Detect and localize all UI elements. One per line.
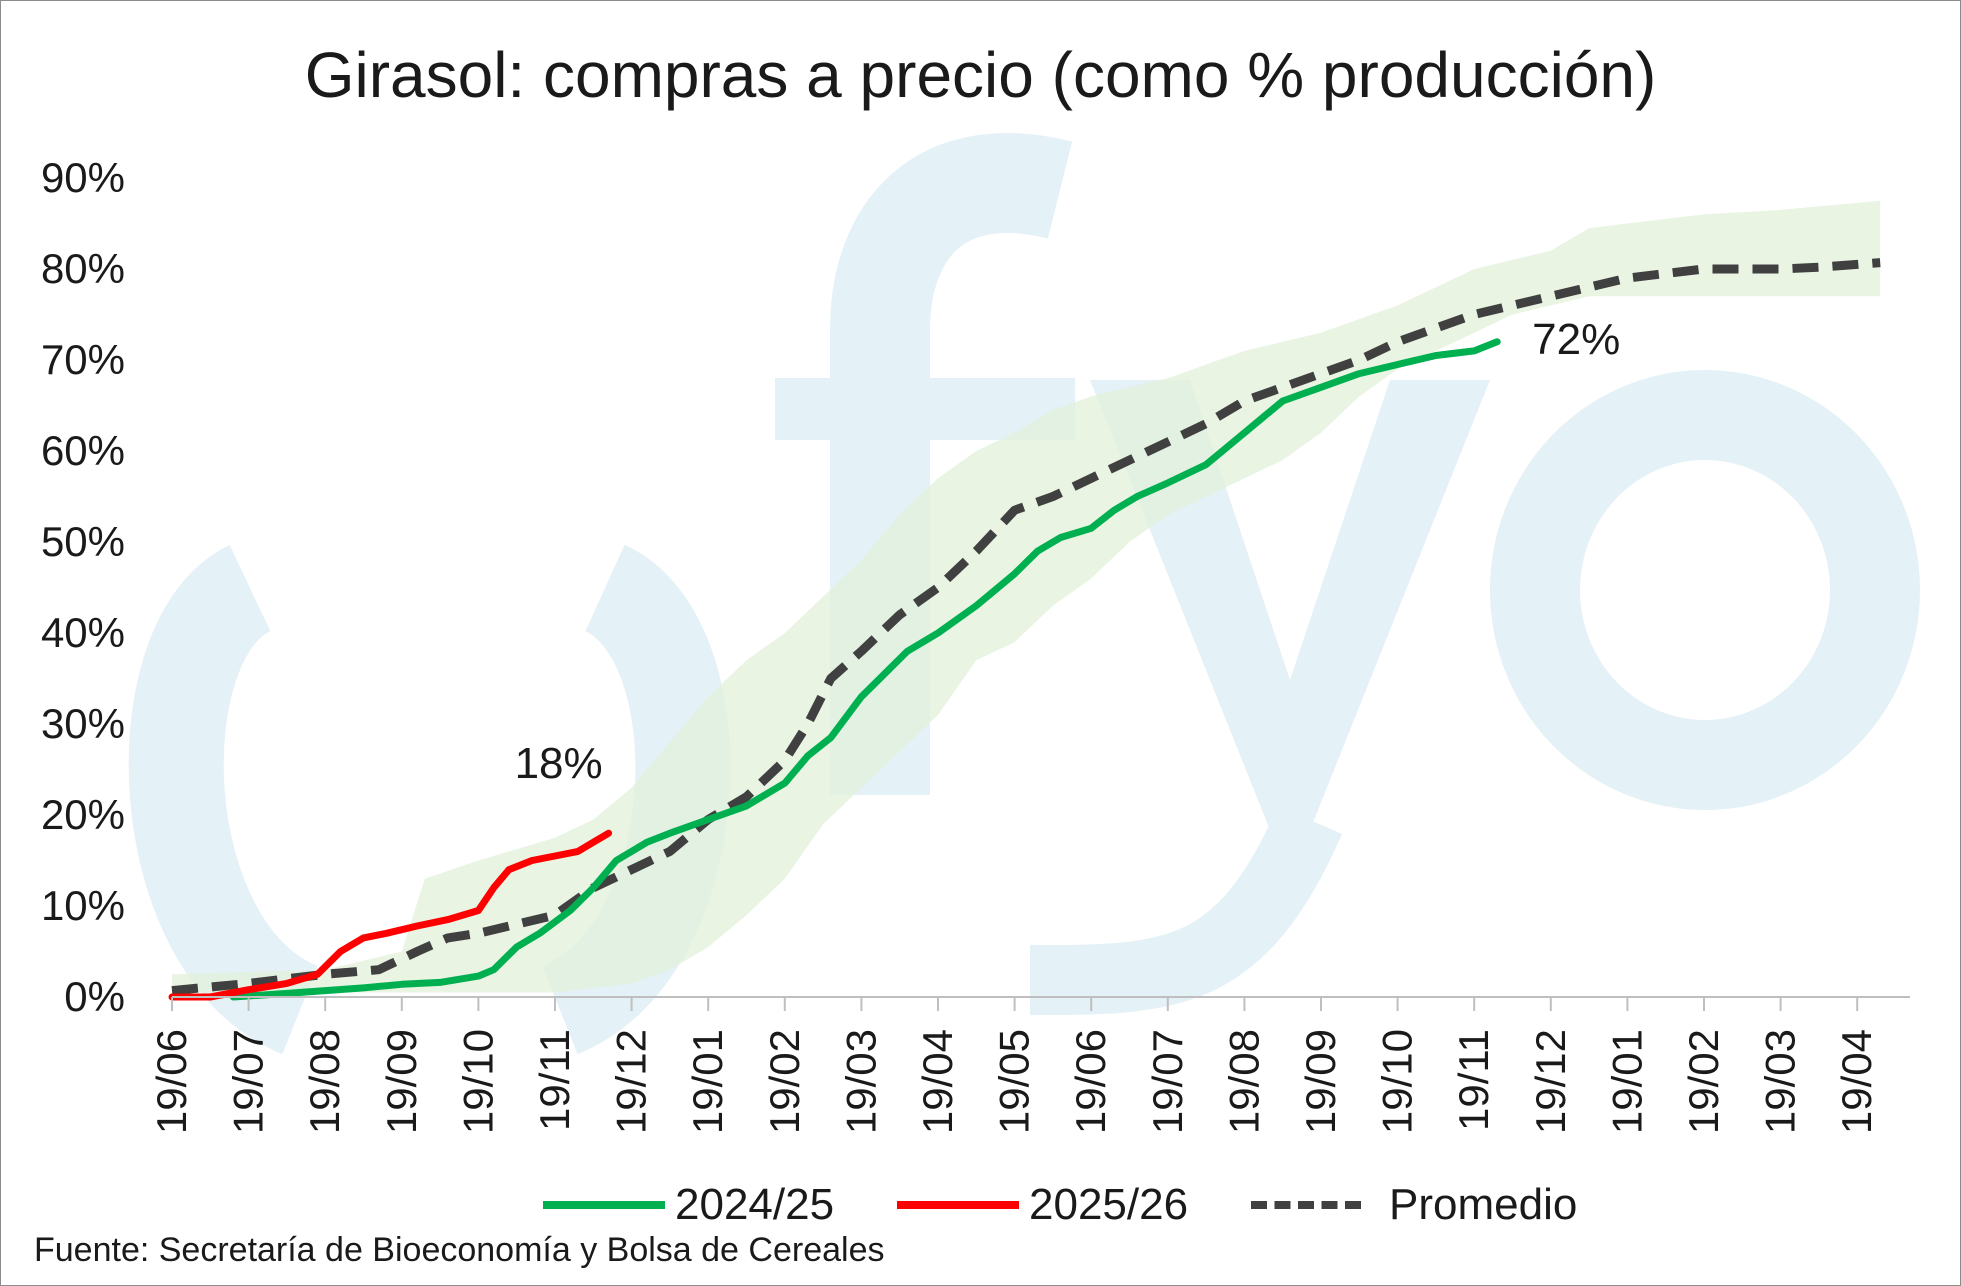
range-band [172, 200, 1881, 993]
x-tick-label: 19/09 [378, 1029, 425, 1134]
y-tick-label: 20% [41, 791, 125, 838]
y-tick-label: 50% [41, 518, 125, 565]
range-band-layer [172, 200, 1881, 993]
y-tick-label: 80% [41, 245, 125, 292]
legend-item-2024-25: 2024/25 [543, 1180, 834, 1230]
x-tick-label: 19/11 [1450, 1029, 1497, 1131]
y-tick-label: 30% [41, 700, 125, 747]
y-tick-label: 0% [64, 973, 125, 1020]
watermark-o [1490, 370, 1920, 810]
data-label-2024-25: 72% [1532, 315, 1620, 364]
y-tick-label: 60% [41, 427, 125, 474]
legend-item-promedio: Promedio [1251, 1180, 1577, 1230]
series-line-2025-26 [168, 829, 613, 1001]
x-tick-label: 19/09 [1297, 1029, 1344, 1134]
legend-swatch-2024-25 [543, 1201, 665, 1209]
x-tick-label: 19/11 [531, 1029, 578, 1131]
series-line-2024-25 [229, 338, 1501, 1001]
legend-label-2024-25: 2024/25 [675, 1180, 835, 1229]
x-tick-label: 19/05 [991, 1029, 1038, 1134]
watermark-f-stem [830, 133, 1073, 795]
x-tick-label: 19/10 [454, 1029, 501, 1134]
x-tick-label: 19/03 [1757, 1029, 1804, 1134]
watermark-y-tail [1029, 805, 1343, 1015]
watermark-y-arms [1090, 380, 1490, 880]
watermark-arc-left [128, 545, 321, 1055]
chart-title: Girasol: compras a precio (como % produc… [304, 39, 1657, 111]
y-tick-label: 10% [41, 882, 125, 929]
x-tick-label: 19/07 [1144, 1029, 1191, 1134]
x-tick-label: 19/04 [1833, 1029, 1880, 1134]
data-label-2025-26: 18% [515, 739, 603, 788]
x-tick-label: 19/04 [914, 1029, 961, 1134]
y-tick-label: 90% [41, 154, 125, 201]
source-note: Fuente: Secretaría de Bioeconomía y Bols… [34, 1231, 885, 1269]
x-tick-label: 19/02 [761, 1029, 808, 1134]
x-tick-label: 19/06 [148, 1029, 195, 1134]
x-tick-label: 19/01 [684, 1029, 731, 1134]
y-tick-label: 70% [41, 336, 125, 383]
y-tick-label: 40% [41, 609, 125, 656]
x-tick-label: 19/06 [1067, 1029, 1114, 1134]
x-tick-label: 19/01 [1603, 1029, 1650, 1134]
x-tick-label: 19/08 [1220, 1029, 1267, 1134]
annotations-layer: 18% 72% [515, 315, 1621, 788]
x-tick-label: 19/10 [1374, 1029, 1421, 1134]
x-tick-label: 19/03 [837, 1029, 884, 1134]
axes-layer: 0% 10% 20% 30% 40% 50% 60% 70% 80% 90% 19/06 19/07 1… [41, 154, 1910, 1134]
x-tick-label: 19/02 [1680, 1029, 1727, 1134]
series-line-promedio [171, 258, 1881, 996]
x-tick-label: 19/07 [225, 1029, 272, 1134]
legend-swatch-2025-26 [897, 1201, 1019, 1209]
x-tick-label: 19/12 [608, 1029, 655, 1134]
x-tick-label: 19/08 [301, 1029, 348, 1134]
legend-label-2025-26: 2025/26 [1029, 1180, 1189, 1229]
legend-swatch-promedio [1251, 1201, 1361, 1209]
series-layer [168, 258, 1881, 1001]
legend-label-promedio: Promedio [1389, 1180, 1578, 1229]
legend-item-2025-26: 2025/26 [897, 1180, 1188, 1230]
x-tick-label: 19/12 [1527, 1029, 1574, 1134]
